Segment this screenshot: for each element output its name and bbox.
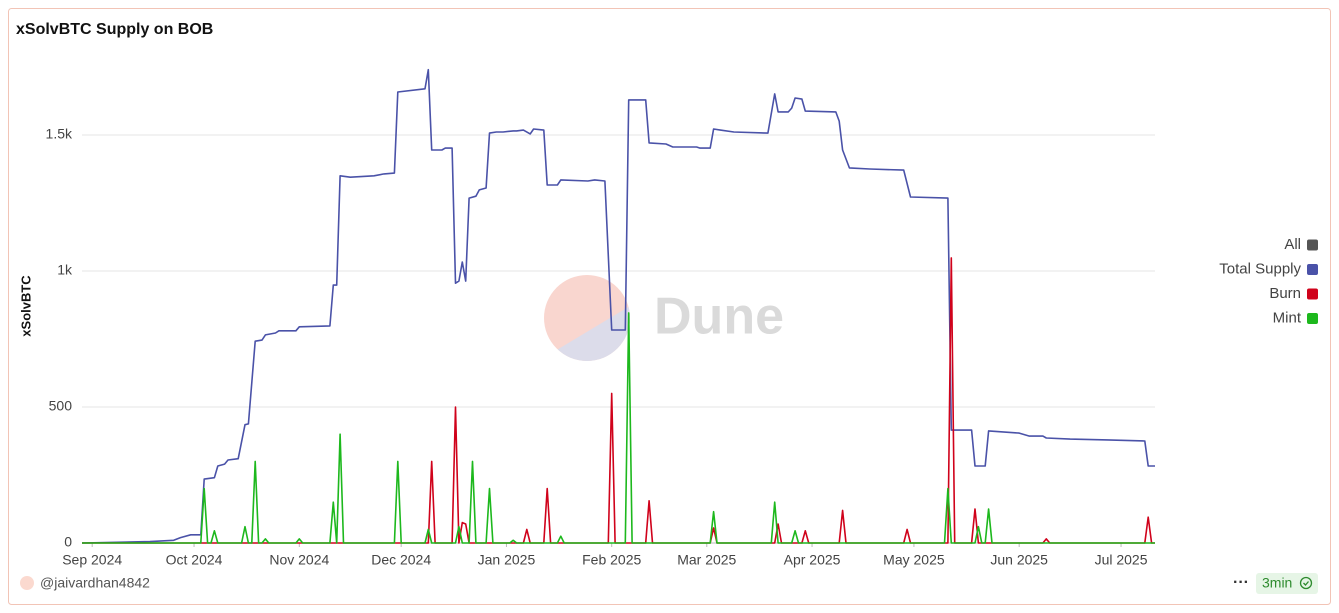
y-tick-label: 1.5k [46, 126, 73, 142]
chart-title: xSolvBTC Supply on BOB [16, 21, 213, 38]
x-tick-label: Nov 2024 [269, 552, 329, 568]
x-tick-label: Sep 2024 [62, 552, 122, 568]
watermark-text: Dune [654, 288, 784, 346]
legend-label: Total Supply [1219, 260, 1301, 277]
legend-swatch [1307, 288, 1318, 300]
x-tick-label: May 2025 [883, 552, 945, 568]
x-tick-label: Jun 2025 [990, 552, 1048, 568]
legend-swatch [1307, 264, 1318, 275]
x-tick-label: Apr 2025 [784, 552, 841, 568]
x-tick-label: Mar 2025 [677, 552, 736, 568]
legend-label: Burn [1269, 285, 1301, 302]
refresh-icon [1299, 576, 1313, 590]
series-line [81, 68, 1155, 544]
x-tick-label: Oct 2024 [166, 552, 223, 568]
legend-label: Mint [1273, 309, 1302, 326]
watermark: Dune [544, 275, 784, 361]
y-axis-label: xSolvBTC [18, 275, 33, 337]
author[interactable]: @jaivardhan4842 [40, 575, 150, 591]
x-tick-label: Jan 2025 [478, 552, 536, 568]
refresh-icon [1303, 581, 1309, 586]
menu-dots[interactable]: ··· [1233, 574, 1249, 591]
x-tick-label: Dec 2024 [371, 552, 431, 568]
series-line [82, 312, 1155, 544]
legend-swatch [1307, 313, 1318, 324]
legend-swatch [1307, 239, 1318, 251]
y-tick-label: 0 [64, 534, 72, 550]
avatar [20, 576, 34, 590]
refresh-time: 3min [1262, 575, 1292, 591]
legend-label: All [1284, 236, 1301, 253]
y-tick-label: 500 [49, 398, 73, 414]
y-tick-label: 1k [57, 262, 73, 278]
x-tick-label: Jul 2025 [1095, 552, 1148, 568]
x-tick-label: Feb 2025 [582, 552, 641, 568]
